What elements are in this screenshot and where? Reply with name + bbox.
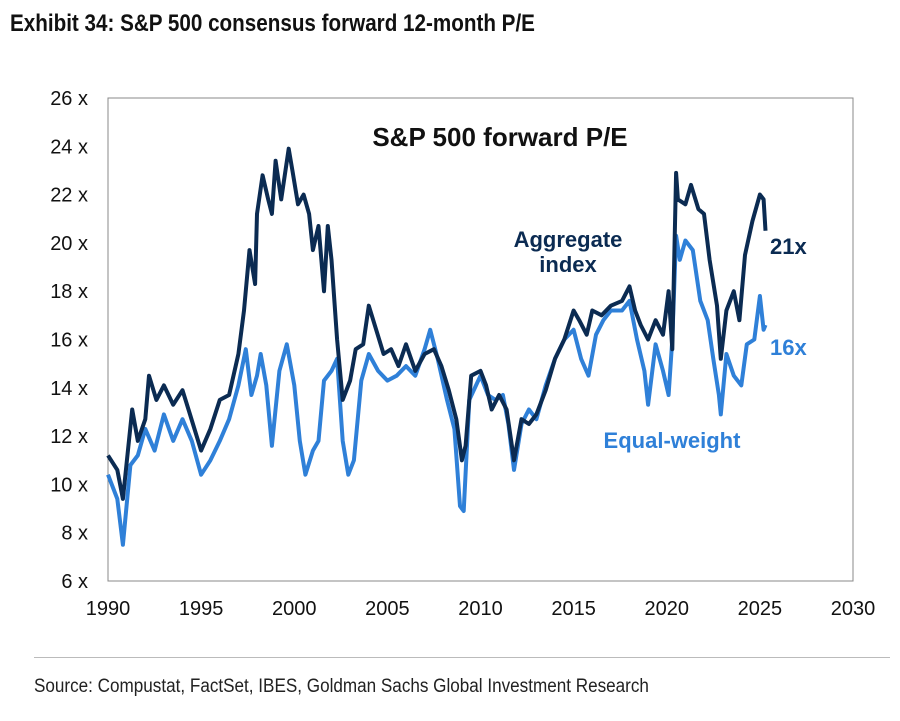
y-tick-label: 20 x — [50, 233, 88, 255]
x-tick-label: 1995 — [179, 598, 224, 620]
y-tick-label: 8 x — [61, 523, 88, 545]
y-tick-label: 10 x — [50, 474, 88, 496]
series-line-aggregate — [106, 146, 768, 501]
end-label-aggregate: 21x — [770, 234, 807, 259]
y-tick-label: 18 x — [50, 281, 88, 303]
y-tick-label: 26 x — [50, 88, 88, 110]
x-tick-label: 2025 — [738, 598, 783, 620]
x-tick-label: 2020 — [645, 598, 690, 620]
y-tick-label: 22 x — [50, 185, 88, 207]
x-tick-label: 2015 — [551, 598, 596, 620]
x-tick-label: 2010 — [458, 598, 503, 620]
divider — [34, 657, 890, 658]
y-tick-label: 24 x — [50, 136, 88, 158]
source-note: Source: Compustat, FactSet, IBES, Goldma… — [34, 676, 649, 697]
y-tick-label: 6 x — [61, 571, 88, 593]
series-line-equal-weight — [106, 233, 768, 547]
y-tick-label: 16 x — [50, 330, 88, 352]
x-tick-label: 2005 — [365, 598, 410, 620]
exhibit-title: Exhibit 34: S&P 500 consensus forward 12… — [10, 10, 535, 37]
pe-line-chart: 6 x 8 x 10 x 12 x 14 x 16 x 18 x 20 x 22 x 24 x 26… — [50, 88, 876, 620]
x-tick-label: 2000 — [272, 598, 317, 620]
y-tick-label: 12 x — [50, 426, 88, 448]
annotation-equal-weight: Equal-weight — [604, 428, 742, 453]
annotation-aggregate-line1: Aggregate — [514, 227, 623, 252]
y-tick-label: 14 x — [50, 378, 88, 400]
plot-frame — [107, 97, 854, 582]
x-tick-label: 2030 — [831, 598, 876, 620]
end-label-equal-weight: 16x — [770, 335, 807, 360]
chart-title: S&P 500 forward P/E — [372, 122, 627, 152]
x-tick-label: 1990 — [86, 598, 131, 620]
annotation-aggregate-line2: index — [539, 252, 597, 277]
